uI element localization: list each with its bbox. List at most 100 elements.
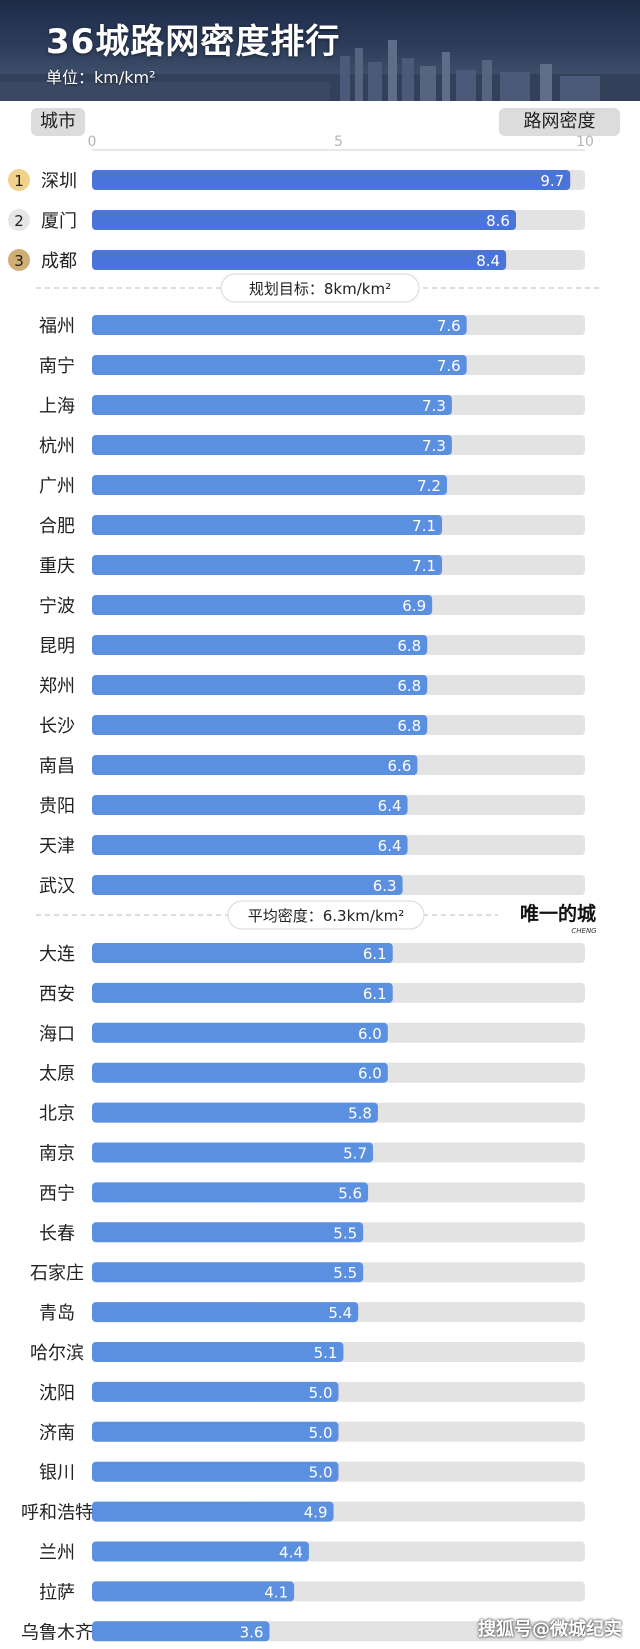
city-label: 武汉 xyxy=(39,876,75,897)
bar-value-label: 5.0 xyxy=(309,1464,333,1482)
bar xyxy=(92,1262,364,1283)
bar-value-label: 7.1 xyxy=(412,517,436,535)
city-label: 厦门 xyxy=(41,211,77,232)
city-label: 昆明 xyxy=(39,636,75,657)
city-label: 银川 xyxy=(39,1463,75,1484)
city-label: 济南 xyxy=(39,1423,75,1444)
bar xyxy=(92,835,408,855)
bar-value-label: 4.9 xyxy=(304,1504,328,1522)
bar xyxy=(92,315,467,335)
city-label: 杭州 xyxy=(39,436,75,457)
city-label: 深圳 xyxy=(41,171,77,192)
bar-value-label: 6.9 xyxy=(402,597,426,615)
brand-logo-subtext: CHENG xyxy=(571,927,597,935)
bar-value-label: 5.0 xyxy=(309,1424,333,1442)
unit-label: 单位：km/km² xyxy=(46,68,156,87)
bar-value-label: 5.5 xyxy=(333,1224,357,1242)
bar xyxy=(92,355,467,375)
annotation-label: 平均密度：6.3km/km² xyxy=(248,907,405,925)
bar-value-label: 9.7 xyxy=(540,172,564,190)
bar-value-label: 8.6 xyxy=(486,212,510,230)
city-label: 西宁 xyxy=(39,1183,75,1204)
city-label: 兰州 xyxy=(39,1543,75,1564)
column-header-city: 城市 xyxy=(31,108,85,136)
rank-number: 3 xyxy=(14,252,24,270)
annotation-pill xyxy=(220,273,420,303)
city-label: 大连 xyxy=(39,944,75,965)
bar xyxy=(92,595,433,615)
city-label: 西安 xyxy=(39,984,75,1005)
bar xyxy=(92,1501,334,1522)
page-title: 36城路网密度排行 xyxy=(46,22,341,62)
bar-value-label: 6.8 xyxy=(397,677,421,695)
bar xyxy=(92,250,507,270)
bar xyxy=(92,1461,339,1482)
bar xyxy=(92,1062,388,1083)
bar-value-label: 6.4 xyxy=(378,797,402,815)
city-label: 长沙 xyxy=(39,716,75,737)
bar xyxy=(92,515,443,535)
city-label: 海口 xyxy=(39,1024,75,1045)
city-label: 太原 xyxy=(39,1064,75,1085)
bar xyxy=(92,1142,374,1163)
rank-number: 1 xyxy=(14,172,24,190)
city-label: 哈尔滨 xyxy=(30,1343,84,1364)
city-label: 拉萨 xyxy=(39,1582,75,1603)
city-label: 青岛 xyxy=(39,1303,75,1324)
bar xyxy=(92,210,516,230)
bar-value-label: 4.1 xyxy=(264,1583,288,1601)
city-label: 上海 xyxy=(39,396,75,417)
bar-value-label: 5.8 xyxy=(348,1105,372,1123)
bar-value-label: 7.3 xyxy=(422,437,446,455)
city-label: 贵阳 xyxy=(39,796,75,817)
city-label: 宁波 xyxy=(39,596,75,617)
annotation-label: 规划目标：8km/km² xyxy=(249,280,391,298)
brand-logo-text: 唯一的城 xyxy=(520,902,596,925)
city-label: 南昌 xyxy=(39,756,75,777)
bar xyxy=(92,1302,359,1323)
x-tick-label: 10 xyxy=(576,134,594,150)
city-label: 长春 xyxy=(39,1223,75,1244)
city-label: 北京 xyxy=(39,1104,75,1125)
bar xyxy=(92,1381,339,1402)
bar xyxy=(92,1102,378,1123)
bar-value-label: 6.1 xyxy=(363,945,387,963)
bar-value-label: 6.0 xyxy=(358,1025,382,1043)
bar xyxy=(92,1581,295,1602)
bar xyxy=(92,795,408,815)
bar xyxy=(92,395,452,415)
bar xyxy=(92,435,452,455)
annotation-pill xyxy=(227,900,425,930)
bar-value-label: 5.6 xyxy=(338,1184,362,1202)
city-label: 合肥 xyxy=(39,516,75,537)
bar xyxy=(92,1182,369,1203)
city-label: 福州 xyxy=(39,316,75,337)
rank-badge xyxy=(8,209,30,231)
bar xyxy=(92,1022,388,1043)
bar-value-label: 7.6 xyxy=(437,357,461,375)
bar-value-label: 7.3 xyxy=(422,397,446,415)
bar xyxy=(92,475,447,495)
bar-value-label: 5.4 xyxy=(328,1304,352,1322)
bar-value-label: 8.4 xyxy=(476,252,500,270)
bar xyxy=(92,635,428,655)
watermark: 搜狐号@微城纪实 xyxy=(478,1619,622,1640)
bar xyxy=(92,1621,270,1642)
city-skyline-image xyxy=(0,40,640,101)
bar xyxy=(92,675,428,695)
bar-value-label: 6.8 xyxy=(397,637,421,655)
city-label: 成都 xyxy=(41,251,77,272)
bar xyxy=(92,875,403,895)
bar-value-label: 5.5 xyxy=(333,1264,357,1282)
bar-value-label: 5.1 xyxy=(314,1344,338,1362)
bar xyxy=(92,170,571,190)
bar xyxy=(92,982,393,1003)
city-label: 南宁 xyxy=(39,356,75,377)
x-tick-label: 0 xyxy=(88,134,97,150)
bar-value-label: 4.4 xyxy=(279,1544,303,1562)
bar xyxy=(92,555,443,575)
bar xyxy=(92,1342,344,1362)
bar-value-label: 5.0 xyxy=(309,1384,333,1402)
city-label: 广州 xyxy=(39,476,75,497)
